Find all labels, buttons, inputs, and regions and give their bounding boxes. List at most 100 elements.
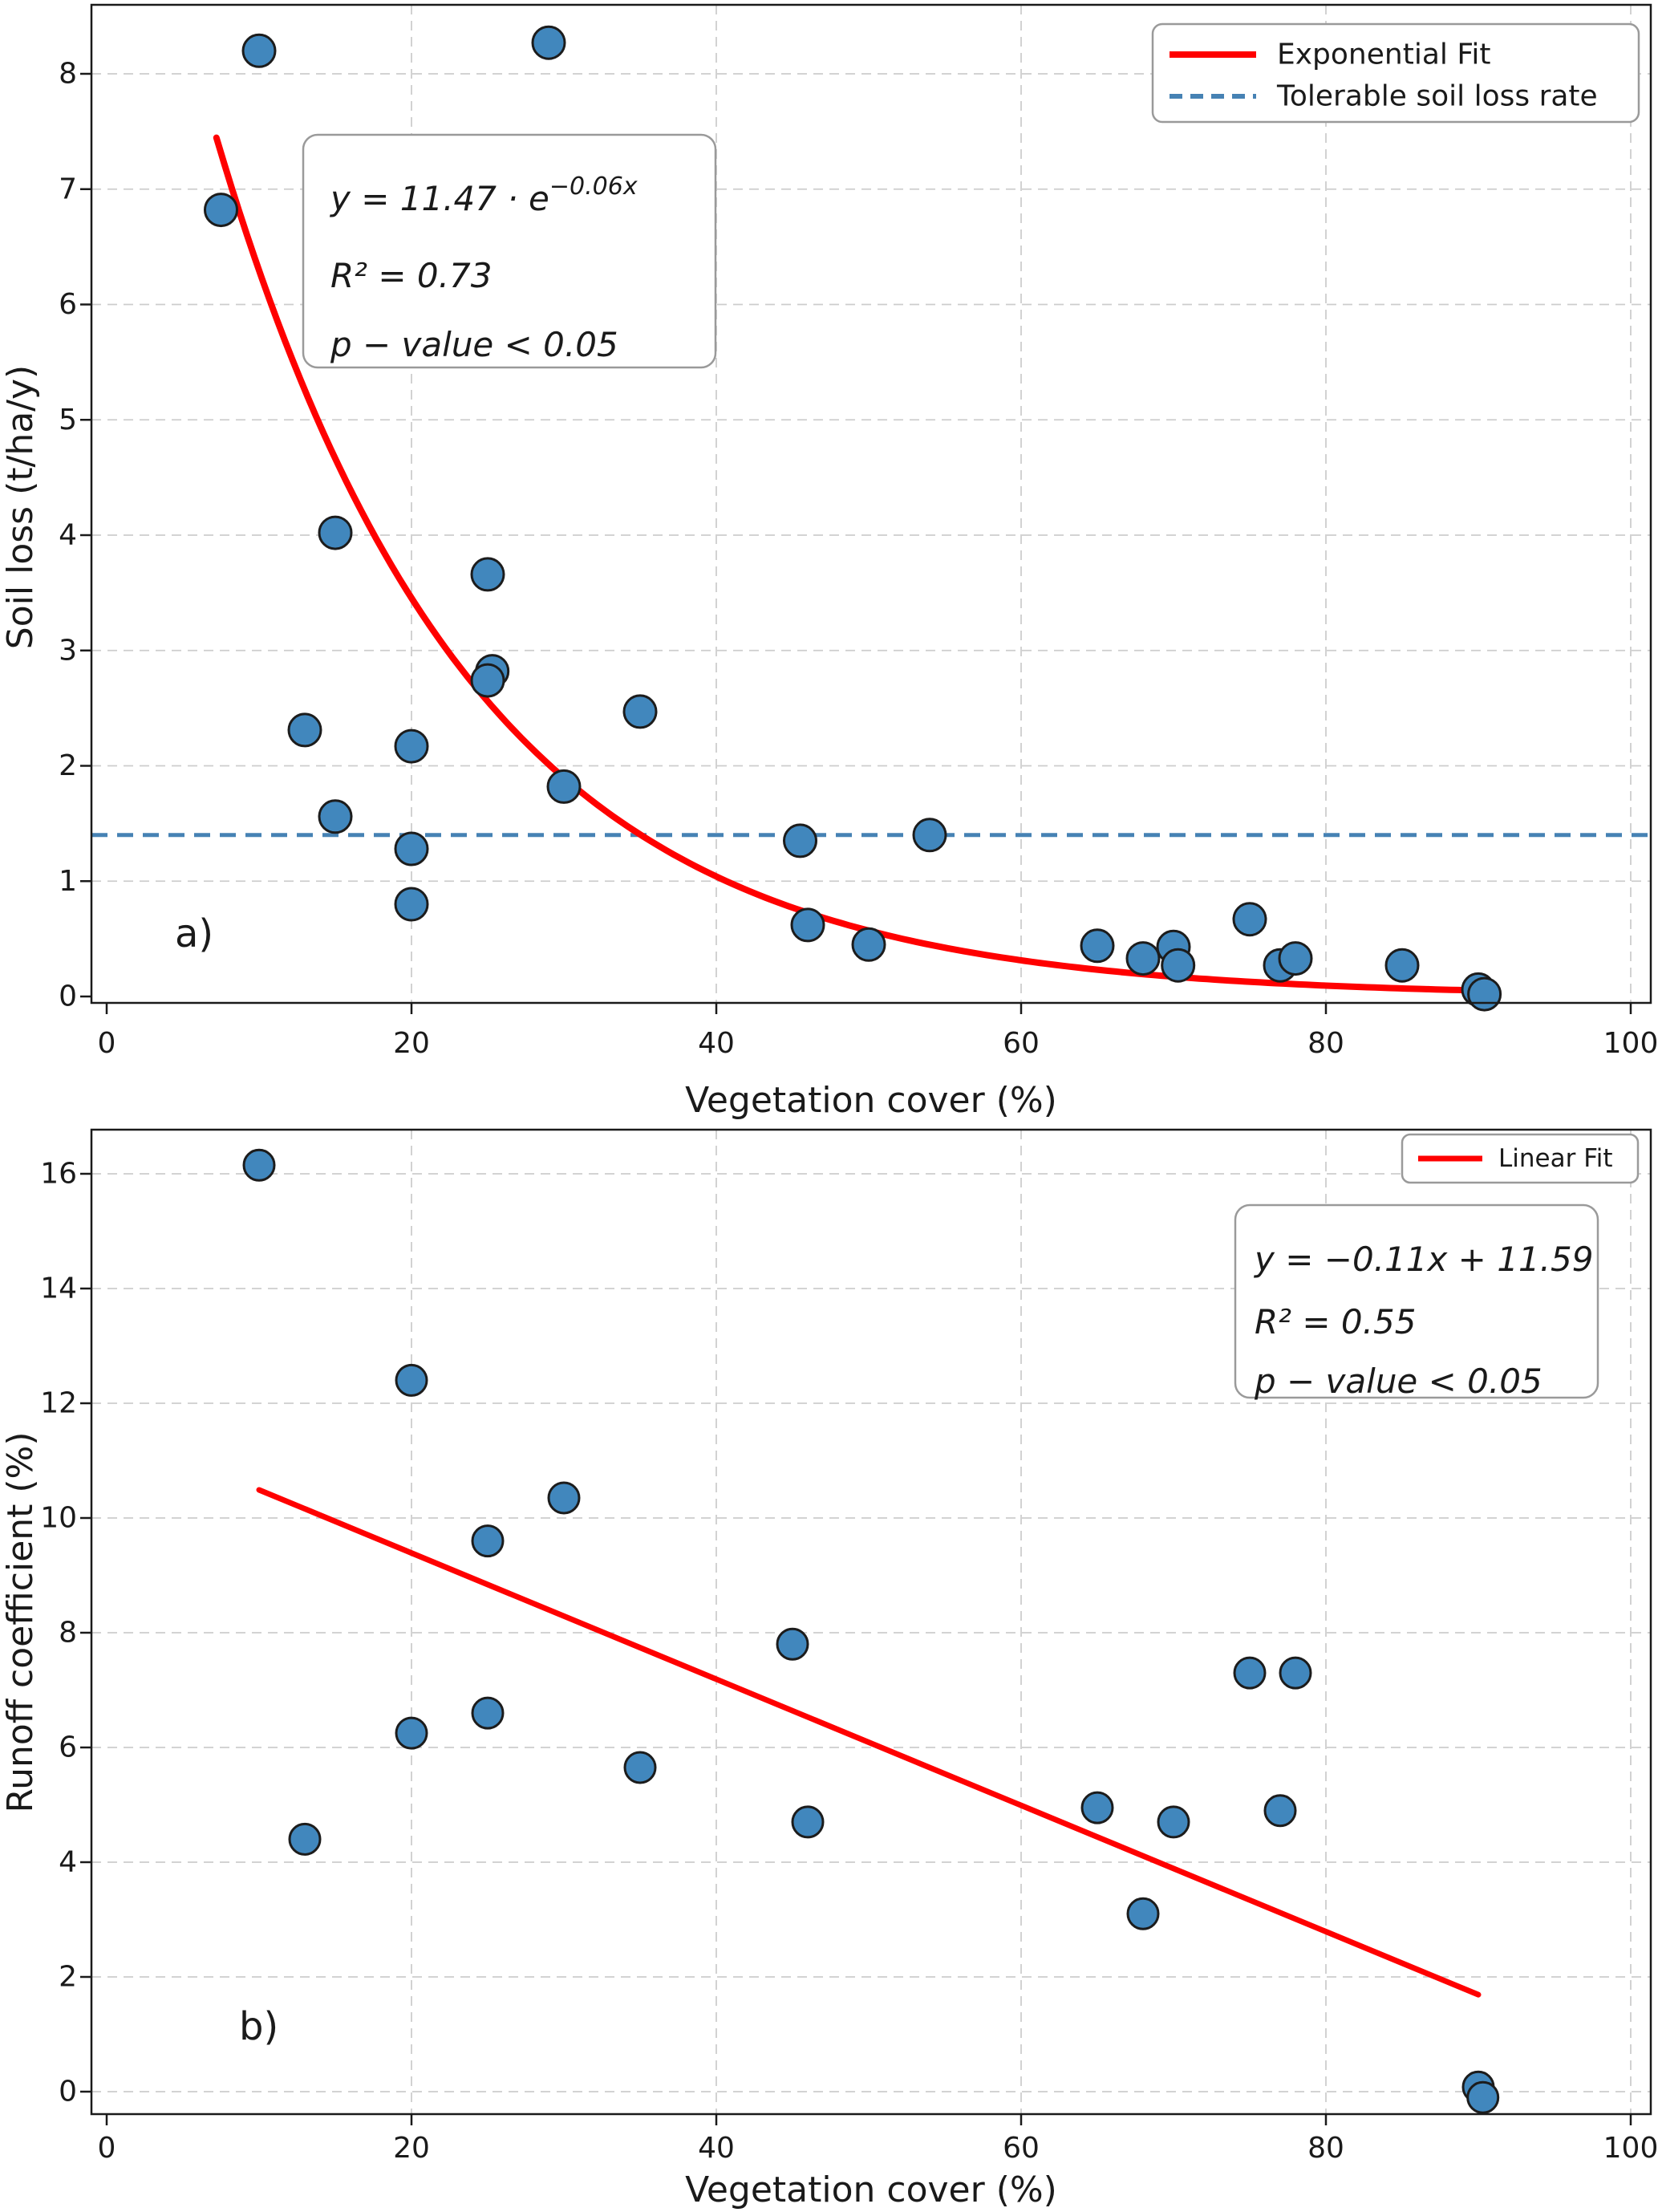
data-point: [318, 515, 353, 550]
data-point: [394, 887, 429, 922]
panel-b-y-tick-label: 14: [40, 1272, 77, 1305]
data-point: [776, 1627, 809, 1661]
data-point: [1157, 1805, 1190, 1839]
panel-b-x-tick-label: 20: [393, 2132, 430, 2165]
panel-b-y-tick-label: 8: [59, 1617, 77, 1650]
panel-a-legend-box: [1151, 22, 1640, 124]
data-point: [1466, 2080, 1500, 2114]
data-point: [1233, 1656, 1267, 1690]
data-point: [470, 557, 505, 592]
data-point: [1263, 1794, 1297, 1828]
panel-b-y-tick-label: 4: [59, 1846, 77, 1879]
panel-a-y-tick-label: 5: [59, 404, 77, 436]
panel-a-y-tick-label: 8: [59, 58, 77, 91]
panel-a-annotation: y = 11.47 · e−0.06x R² = 0.73 p − value …: [302, 133, 717, 369]
data-point: [241, 33, 277, 68]
data-point: [783, 823, 817, 858]
data-point: [242, 1148, 276, 1182]
panel-b-legend: Linear Fit: [1401, 1133, 1640, 1184]
panel-b-annotation: y = −0.11x + 11.59 R² = 0.55 p − value <…: [1234, 1203, 1599, 1401]
panel-b-y-tick-label: 16: [40, 1158, 77, 1191]
panel-a-legend: Exponential Fit Tolerable soil loss rate: [1151, 22, 1640, 124]
panel-b-y-tick-label: 0: [59, 2076, 77, 2109]
data-layer: [91, 25, 1651, 2114]
panel-b-x-axis-label: Vegetation cover (%): [685, 2169, 1057, 2210]
panel-a-y-tick-label: 1: [59, 865, 77, 898]
data-point: [1125, 941, 1161, 976]
panel-b-annotation-box: [1234, 1203, 1599, 1399]
data-point: [471, 1524, 505, 1558]
data-point: [287, 712, 322, 748]
panel-a-annotation-box: [302, 133, 717, 369]
panel-a-frame: [90, 3, 1652, 1005]
panel-a-y-tick-label: 6: [59, 288, 77, 321]
panel-a-x-tick-label: 20: [393, 1027, 430, 1060]
exponential-fit-legend-label: Exponential Fit: [1277, 39, 1491, 71]
panel-b-y-tick-label: 10: [40, 1502, 77, 1535]
tolerable-soil-loss-legend-label: Tolerable soil loss rate: [1276, 80, 1598, 113]
panel-a-y-tick-label: 0: [59, 980, 77, 1013]
panel-a-y-tick-label: 2: [59, 749, 77, 782]
data-point: [1384, 948, 1420, 983]
panel-a-equation: y = 11.47 · e−0.06x: [329, 172, 638, 218]
panel-b-letter: b): [239, 2004, 278, 2049]
linear-fit-line: [256, 1487, 1482, 1998]
data-point: [318, 799, 353, 834]
data-point: [790, 907, 825, 943]
panel-b-legend-box: [1401, 1133, 1640, 1184]
data-point: [622, 694, 658, 729]
data-point: [1279, 1656, 1312, 1690]
data-point: [546, 769, 582, 804]
data-point: [394, 729, 429, 764]
panel-b-y-tick-label: 2: [59, 1961, 77, 1994]
panel-a-letter: a): [175, 911, 213, 956]
panel-b-r-squared: R² = 0.55: [1255, 1302, 1416, 1341]
panel-a-x-tick-label: 0: [98, 1027, 116, 1060]
panel-b-x-tick-label: 80: [1307, 2132, 1344, 2165]
exponential-fit-curve: [213, 134, 1478, 994]
panel-a-y-axis-label: Soil loss (t/ha/y): [0, 365, 41, 649]
panel-b-x-tick-label: 100: [1603, 2132, 1658, 2165]
panel-b-x-tick-label: 0: [98, 2132, 116, 2165]
data-point: [623, 1751, 657, 1784]
data-point: [395, 1716, 428, 1750]
panel-a-p-value: p − value < 0.05: [330, 325, 618, 364]
data-point: [394, 831, 429, 867]
panel-a-x-tick-label: 40: [698, 1027, 735, 1060]
data-point: [912, 818, 947, 853]
data-point: [288, 1822, 322, 1856]
panel-a-equation-base: y = 11.47 · e: [329, 179, 549, 218]
data-point: [471, 1696, 505, 1730]
data-point: [204, 193, 238, 228]
panel-b-y-tick-label: 12: [40, 1387, 77, 1420]
panel-b-x-tick-label: 40: [698, 2132, 735, 2165]
panel-b-frame: [90, 1128, 1652, 2116]
panel-a-x-tick-label: 80: [1307, 1027, 1344, 1060]
data-point: [547, 1481, 581, 1515]
data-point: [531, 25, 566, 60]
data-point: [1080, 1791, 1114, 1824]
panel-b-x-tick-label: 60: [1003, 2132, 1040, 2165]
data-point: [1161, 948, 1196, 983]
data-point: [1232, 902, 1267, 937]
data-point: [791, 1805, 825, 1839]
panel-b-y-axis-label: Runoff coefficient (%): [0, 1431, 41, 1812]
data-point: [395, 1363, 428, 1397]
panel-a-equation-exponent: −0.06x: [549, 172, 638, 201]
data-point: [1278, 941, 1313, 976]
panel-a-x-tick-label: 60: [1003, 1027, 1040, 1060]
data-point: [1126, 1897, 1160, 1930]
data-point: [470, 663, 505, 698]
data-point: [1467, 976, 1502, 1012]
panel-a-r-squared: R² = 0.73: [330, 256, 492, 295]
panel-b-equation: y = −0.11x + 11.59: [1253, 1240, 1593, 1279]
data-point: [851, 927, 886, 962]
panel-a-y-tick-label: 7: [59, 172, 77, 205]
panel-a-x-tick-label: 100: [1603, 1027, 1658, 1060]
panel-a-x-axis-label: Vegetation cover (%): [685, 1080, 1057, 1121]
data-point: [1080, 928, 1115, 964]
panel-b-y-tick-label: 6: [59, 1731, 77, 1764]
panel-b-p-value: p − value < 0.05: [1254, 1362, 1542, 1401]
